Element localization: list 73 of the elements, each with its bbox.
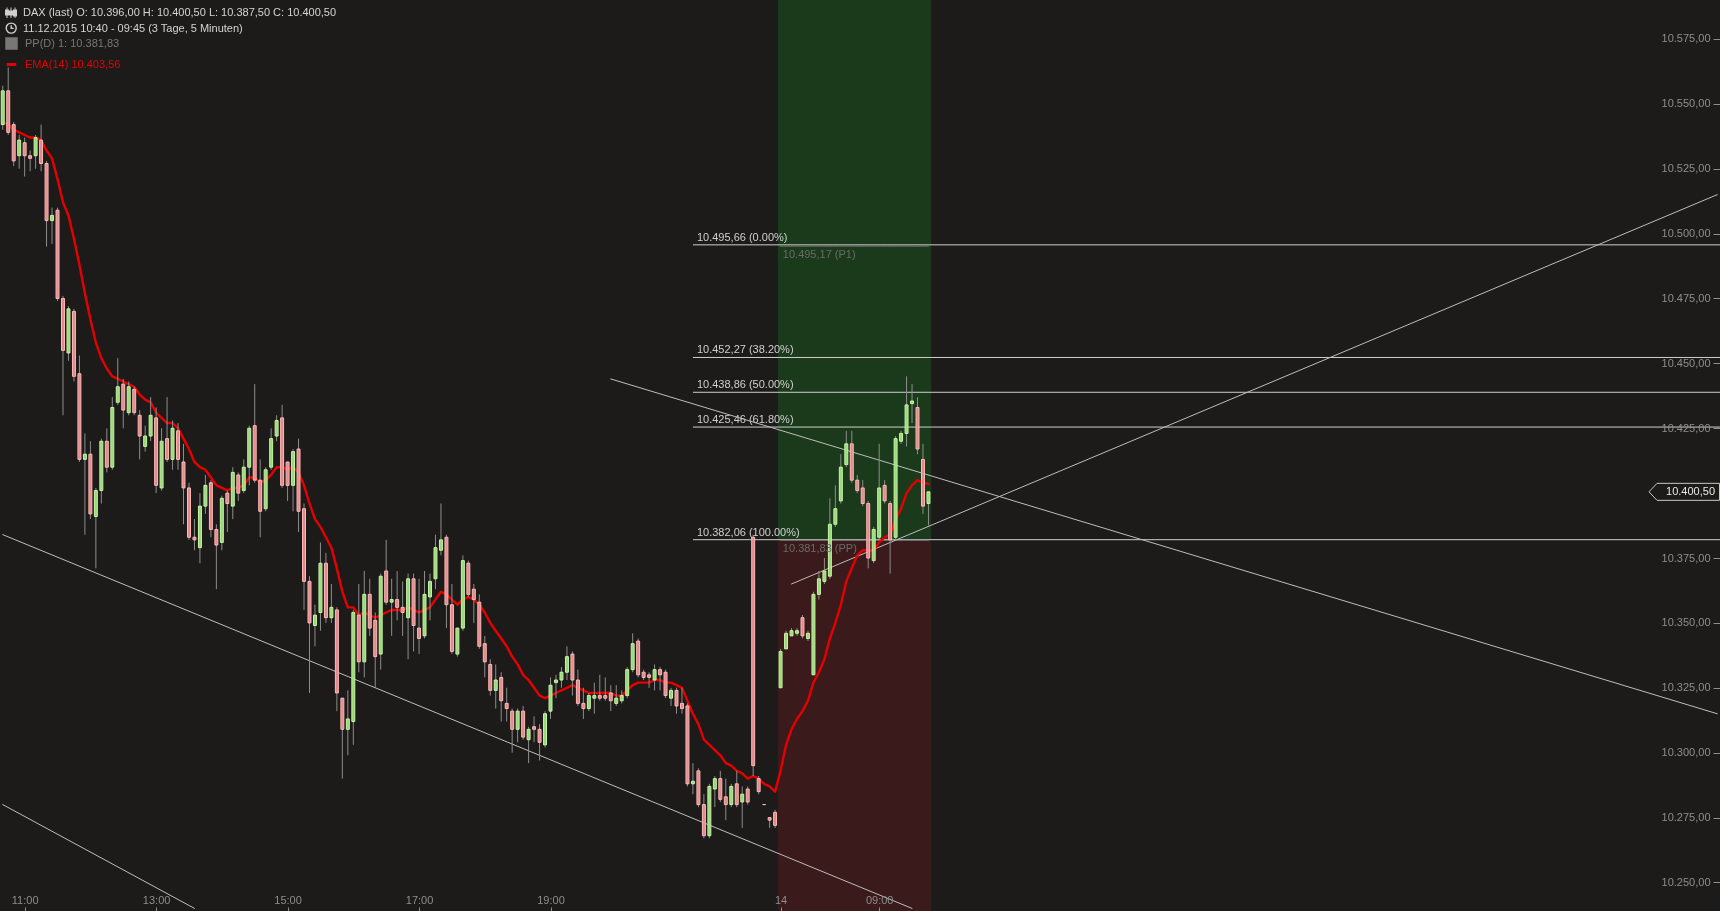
candlestick <box>608 684 613 712</box>
y-tick-label: 10.275,00 <box>1661 811 1711 824</box>
candlestick <box>17 134 22 170</box>
candlestick <box>329 583 334 624</box>
candlestick <box>800 614 805 639</box>
y-tick-label: 10.250,00 <box>1661 875 1711 888</box>
candlestick <box>740 785 745 829</box>
y-tick-label: 10.475,00 <box>1661 291 1711 304</box>
candlestick <box>312 604 317 647</box>
candlestick <box>115 357 120 406</box>
y-tick-label: 10.575,00 <box>1661 32 1711 45</box>
y-tick-label: 10.300,00 <box>1661 746 1711 759</box>
annotation: 10.400,50 <box>1666 484 1715 497</box>
candlestick <box>504 687 509 723</box>
candlestick <box>143 425 148 453</box>
text: 11.12.2015 10:40 - 09:45 (3 Tage, 5 Minuten) <box>23 22 243 34</box>
candlestick <box>614 684 619 707</box>
candlestick <box>148 396 153 442</box>
candlestick <box>225 490 230 533</box>
y-tick-label: 10.350,00 <box>1661 616 1711 629</box>
candlestick <box>745 785 750 806</box>
legend-label: PP(D) 1: 10.381,83 <box>25 36 120 49</box>
candlestick <box>882 479 887 505</box>
candlestick <box>482 635 487 678</box>
candlestick <box>471 583 476 624</box>
y-tick-label: 10.450,00 <box>1661 356 1711 369</box>
y-tick-label: 10.500,00 <box>1661 227 1711 240</box>
candlestick <box>844 430 849 468</box>
x-tick-label: 11:00 <box>11 893 39 906</box>
y-tick-label: 10.375,00 <box>1661 551 1711 564</box>
text: DAX (last) O: 10.396,00 H: 10.400,50 L: 10.387,50 C: 10.400,50 <box>23 6 337 18</box>
candlestick <box>690 762 695 795</box>
legend-label: EMA(14) 10.403,56 <box>25 57 121 70</box>
x-tick-label: 13:00 <box>142 893 171 906</box>
y-tick-label: 10.550,00 <box>1661 97 1711 110</box>
candlestick <box>526 726 531 764</box>
y-tick-label: 10.525,00 <box>1661 162 1711 175</box>
candlestick <box>493 663 498 710</box>
ref-line-label: 10.495,66 (0.00%) <box>696 230 788 243</box>
y-tick-label: 10.325,00 <box>1661 681 1711 694</box>
ref-line-label: 10.382,06 (100.00%) <box>696 525 800 538</box>
x-tick-label: 09:00 <box>865 893 894 906</box>
candlestick <box>236 471 241 502</box>
candlestick <box>729 783 734 808</box>
candlestick <box>389 578 394 637</box>
candlestick <box>669 687 673 707</box>
candlestick <box>417 578 422 655</box>
candlestick <box>165 396 170 463</box>
candlestick <box>756 775 761 795</box>
ref-line-label: 10.425,46 (61.80%) <box>696 413 794 426</box>
ref-line-label: 10.452,27 (38.20%) <box>696 343 794 356</box>
x-tick-label: 15:00 <box>274 893 302 906</box>
candlestick <box>515 708 520 743</box>
candlestick <box>499 671 504 723</box>
candlestick <box>723 778 728 821</box>
candlestick <box>718 770 723 803</box>
x-tick-label: 17:00 <box>405 893 434 906</box>
candlestick <box>652 663 657 691</box>
x-tick-label: 19:00 <box>537 893 565 906</box>
candlestick <box>926 491 931 527</box>
candlestick <box>910 383 915 424</box>
candlestick <box>137 409 142 460</box>
candlestick <box>274 414 279 442</box>
candlestick <box>50 207 55 245</box>
candlestick <box>33 134 38 170</box>
candlestick <box>510 708 515 754</box>
candlestick <box>712 775 717 808</box>
candlestick <box>132 386 137 416</box>
annotation: 10.495,17 (P1) <box>782 248 856 261</box>
candlestick <box>82 432 87 536</box>
ref-line-label: 10.438,86 (50.00%) <box>696 378 794 391</box>
x-tick-label: 14 <box>774 893 788 906</box>
candlestick <box>734 770 739 808</box>
